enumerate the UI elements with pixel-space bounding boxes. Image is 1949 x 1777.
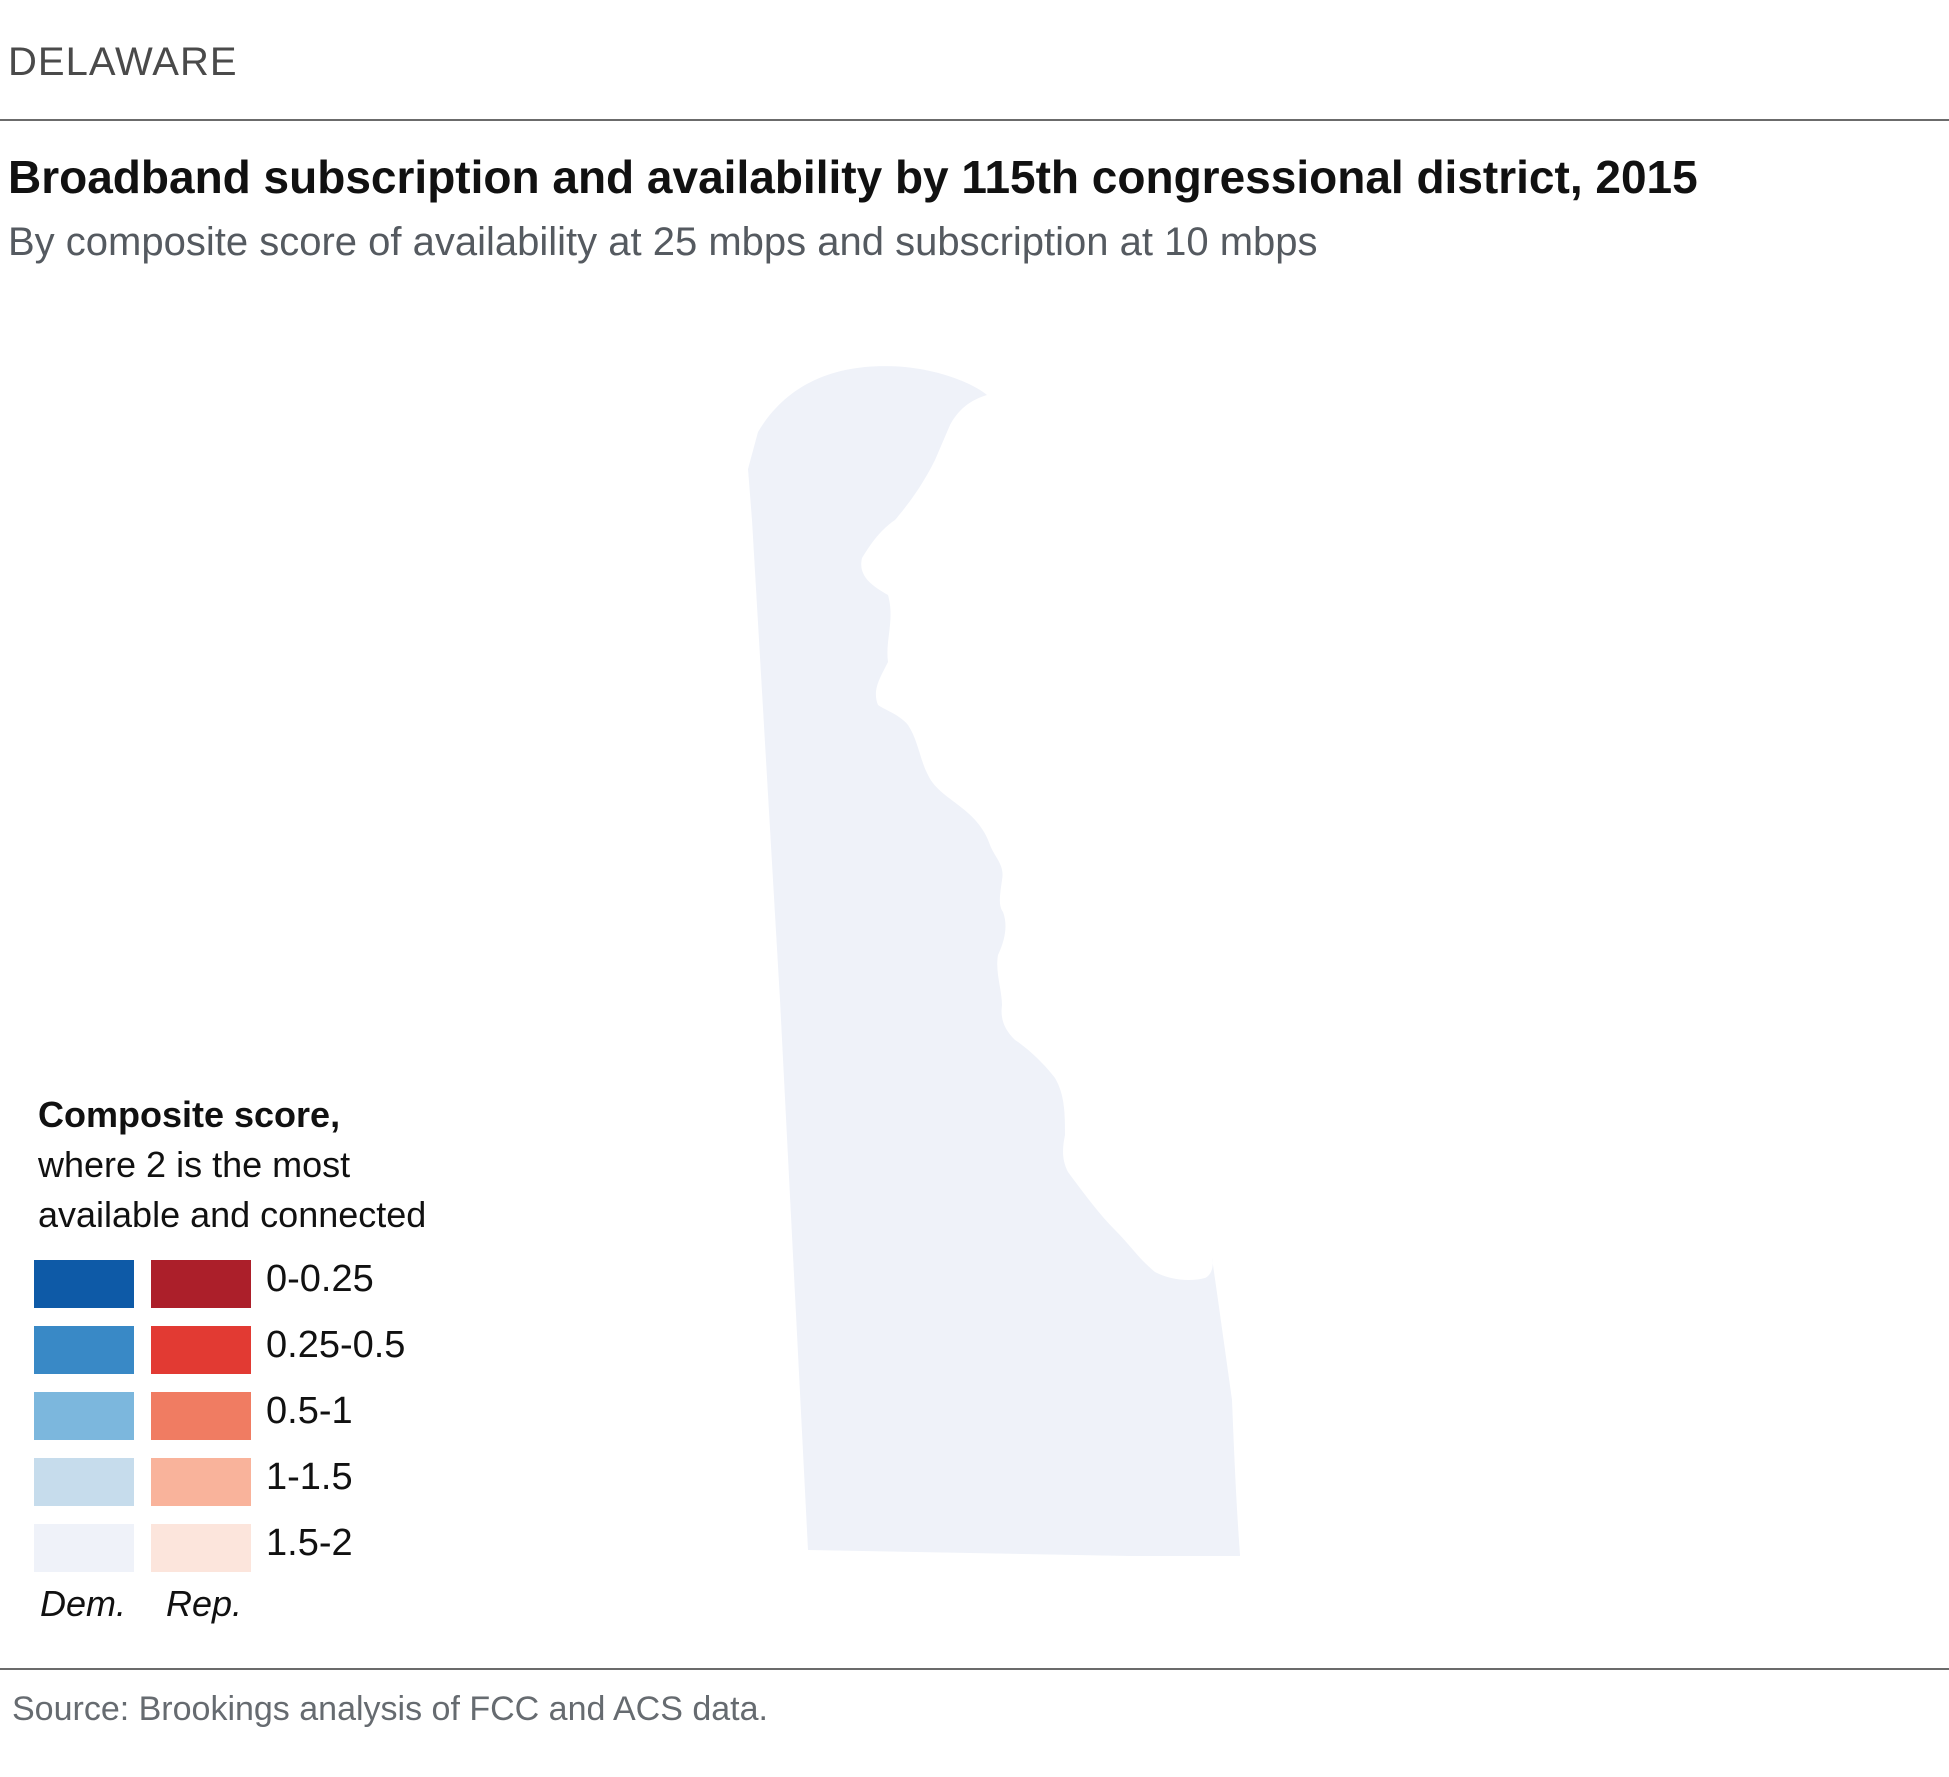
legend-swatch-dem [34, 1458, 134, 1506]
bottom-divider [0, 1668, 1949, 1670]
legend-title-line2: available and connected [38, 1194, 427, 1235]
legend-swatch-dem [34, 1392, 134, 1440]
legend-rep-label: Rep. [166, 1583, 243, 1624]
chart-subtitle: By composite score of availability at 25… [8, 220, 1318, 264]
source-note: Source: Brookings analysis of FCC and AC… [12, 1690, 768, 1728]
legend-swatch-rep [151, 1458, 251, 1506]
legend-swatch-rep [151, 1524, 251, 1572]
legend-swatch-rep [151, 1392, 251, 1440]
top-divider [0, 119, 1949, 121]
legend-title-bold: Composite score, [38, 1094, 341, 1135]
legend-range-label: 0.5-1 [266, 1390, 353, 1432]
legend-range-label: 0-0.25 [266, 1258, 374, 1300]
legend-range-label: 1-1.5 [266, 1456, 353, 1498]
legend-swatch-rep [151, 1260, 251, 1308]
state-kicker: DELAWARE [8, 40, 238, 84]
legend-swatch-dem [34, 1260, 134, 1308]
chart-title: Broadband subscription and availability … [8, 151, 1698, 203]
legend-range-label: 1.5-2 [266, 1522, 353, 1564]
legend-swatch-rep [151, 1326, 251, 1374]
legend-title: Composite score, where 2 is the most ava… [38, 1090, 426, 1240]
legend-dem-label: Dem. [40, 1583, 127, 1624]
district-delaware-at-large[interactable] [748, 366, 1240, 1557]
legend-title-line1: where 2 is the most [38, 1144, 351, 1185]
legend-swatch-dem [34, 1524, 134, 1572]
legend-swatch-dem [34, 1326, 134, 1374]
legend-range-label: 0.25-0.5 [266, 1324, 406, 1366]
